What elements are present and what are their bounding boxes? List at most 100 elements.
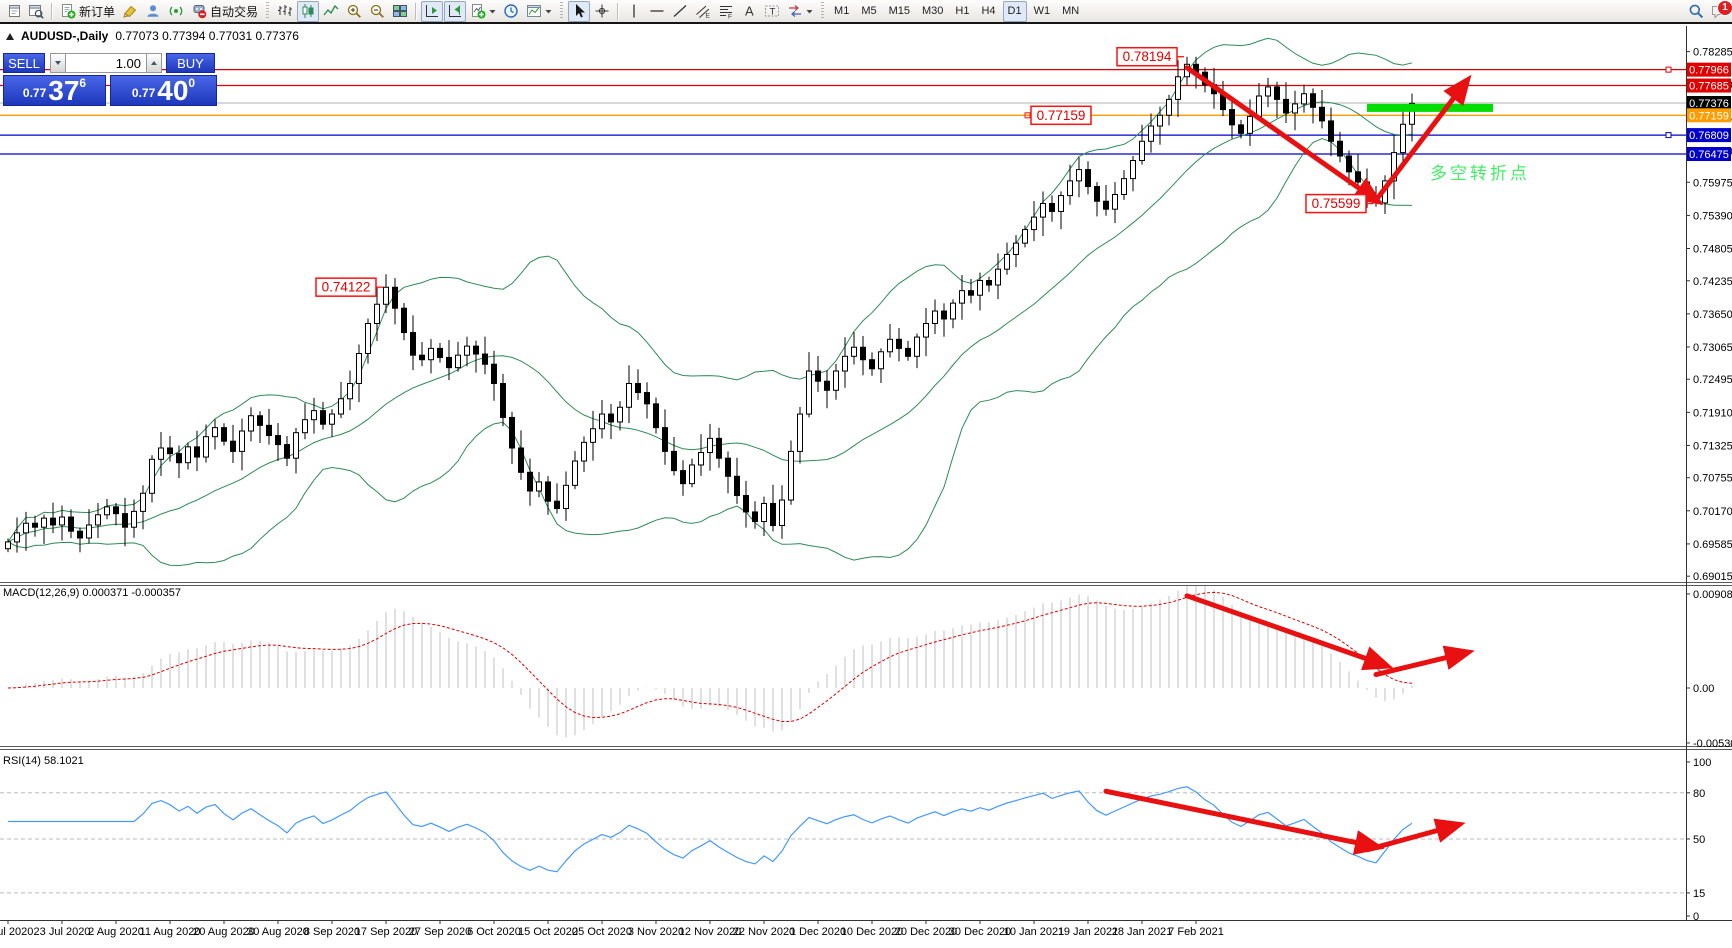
line-handle <box>1665 132 1672 139</box>
timeframe-button-d1[interactable]: D1 <box>1002 0 1027 22</box>
highlighter-button[interactable] <box>119 1 141 22</box>
line-chart-button[interactable] <box>320 1 342 22</box>
community-button[interactable] <box>142 1 164 22</box>
crosshair-button[interactable] <box>591 1 613 22</box>
candle-body <box>572 460 578 486</box>
horizontal-line-button[interactable] <box>646 1 668 22</box>
annotation-layer: 0.74122 0.78194 0.77159 0.75599 多空转折点 <box>315 46 1527 855</box>
cursor-icon <box>576 4 586 18</box>
price-tick-label: 0.73065 <box>1693 342 1732 354</box>
candle-body <box>905 347 911 357</box>
toolbar-grip <box>266 2 270 20</box>
chart-window[interactable]: 0.782850.777000.771150.765300.759750.753… <box>0 26 1732 948</box>
price-tick-label: 0.74235 <box>1693 276 1732 288</box>
candle-body <box>1112 193 1118 210</box>
price-callout-box <box>1030 105 1092 126</box>
auto-trading-button[interactable]: 自动交易 <box>188 1 261 22</box>
collapse-panel-icon[interactable] <box>6 32 14 40</box>
timeframe-button-mn[interactable]: MN <box>1057 1 1084 22</box>
buy-price-big: 40 <box>157 75 189 106</box>
candle-body <box>1022 229 1028 244</box>
candle-body <box>536 481 542 492</box>
add-indicator-button[interactable] <box>467 1 499 22</box>
notifications-button[interactable]: 1 <box>1708 0 1732 22</box>
candle-body <box>320 410 326 425</box>
signals-button[interactable] <box>165 1 187 22</box>
dropdown-caret-icon <box>489 10 496 14</box>
candle-body <box>680 470 686 485</box>
templates-button[interactable] <box>523 1 555 22</box>
timeframe-button-h1[interactable]: H1 <box>950 1 974 22</box>
candle-body <box>428 347 434 361</box>
price-level-label: 0.77685 <box>1689 81 1729 93</box>
trendline-button[interactable] <box>669 1 691 22</box>
sell-price-button[interactable]: 0.77 37 6 <box>3 75 106 106</box>
buy-button[interactable]: BUY <box>166 53 215 73</box>
timeframe-button-h4[interactable]: H4 <box>976 1 1000 22</box>
vertical-line-button[interactable] <box>623 1 645 22</box>
candle-body <box>1013 242 1019 255</box>
fibonacci-button[interactable]: F <box>715 1 737 22</box>
candle-body <box>806 370 812 415</box>
cursor-button[interactable] <box>568 0 591 22</box>
auto-scroll-button[interactable] <box>444 0 467 22</box>
zoom-out-icon <box>370 4 384 18</box>
toolbar-separator <box>617 2 620 20</box>
volume-input[interactable]: 1.00 <box>66 53 146 73</box>
equidistant-channel-button[interactable]: E <box>692 1 714 22</box>
buy-price-sup: 0 <box>188 76 196 90</box>
sell-price-small: 0.77 <box>22 86 47 100</box>
candle-body <box>1148 125 1154 142</box>
sell-button[interactable]: SELL <box>3 53 45 73</box>
candle-body <box>1040 203 1046 218</box>
chart-canvas[interactable]: 0.782850.777000.771150.765300.759750.753… <box>0 26 1732 948</box>
chart-window-button[interactable] <box>2 1 24 22</box>
trend-arrow <box>1373 645 1475 678</box>
volume-decrease-button[interactable] <box>50 53 66 73</box>
equidistant-channel-icon: E <box>696 5 711 19</box>
main-toolbar: 新订单 自动交易 E F A T M1 M5 M15 M30 <box>0 0 1732 24</box>
text-button[interactable]: A <box>738 1 760 22</box>
rsi-tick-label: 15 <box>1693 888 1705 900</box>
shapes-button[interactable] <box>784 1 816 22</box>
macd-tick-label: -0.005306 <box>1693 738 1732 750</box>
zoom-in-button[interactable] <box>343 1 365 22</box>
price-tick-label: 0.69015 <box>1693 571 1732 583</box>
timeframe-button-m30[interactable]: M30 <box>917 1 948 22</box>
chart-title-row: AUDUSD-,Daily 0.77073 0.77394 0.77031 0.… <box>6 29 299 43</box>
zoom-in-icon <box>347 4 361 18</box>
chart-shift-button[interactable] <box>421 0 444 22</box>
new-order-button[interactable]: 新订单 <box>57 1 118 22</box>
candle-body <box>401 307 407 334</box>
zoom-out-button[interactable] <box>366 1 388 22</box>
bar-chart-button[interactable] <box>274 1 296 22</box>
svg-text:F: F <box>728 14 732 20</box>
timeframe-button-w1[interactable]: W1 <box>1029 1 1056 22</box>
horizontal-line-icon <box>650 10 664 12</box>
price-level-label-bg <box>1687 96 1731 111</box>
price-callout-box <box>1305 193 1367 214</box>
candlestick-chart-button[interactable] <box>297 0 320 22</box>
candle-body <box>41 517 47 528</box>
periods-clock-button[interactable] <box>500 1 522 22</box>
volume-increase-button[interactable] <box>146 53 162 73</box>
tile-windows-button[interactable] <box>389 1 411 22</box>
buy-price-button[interactable]: 0.77 40 0 <box>110 75 217 106</box>
candle-body <box>1292 103 1298 114</box>
chart-window-icon <box>9 5 20 17</box>
candle-body <box>113 506 119 515</box>
timeframe-button-m15[interactable]: M15 <box>884 1 915 22</box>
profiles-button[interactable] <box>25 1 47 22</box>
date-label: 10 Dec 2020 <box>841 926 903 938</box>
search-button[interactable] <box>1685 1 1707 22</box>
highlighter-icon <box>123 5 137 18</box>
timeframe-button-m1[interactable]: M1 <box>829 1 854 22</box>
macd-tick-label: 0.009081 <box>1693 589 1732 601</box>
timeframe-button-m5[interactable]: M5 <box>856 1 881 22</box>
text-label-button[interactable]: T <box>761 1 783 22</box>
candle-body <box>851 346 857 357</box>
clock-icon <box>504 4 518 18</box>
candle-body <box>599 413 605 430</box>
price-level-label-bg <box>1687 108 1731 123</box>
